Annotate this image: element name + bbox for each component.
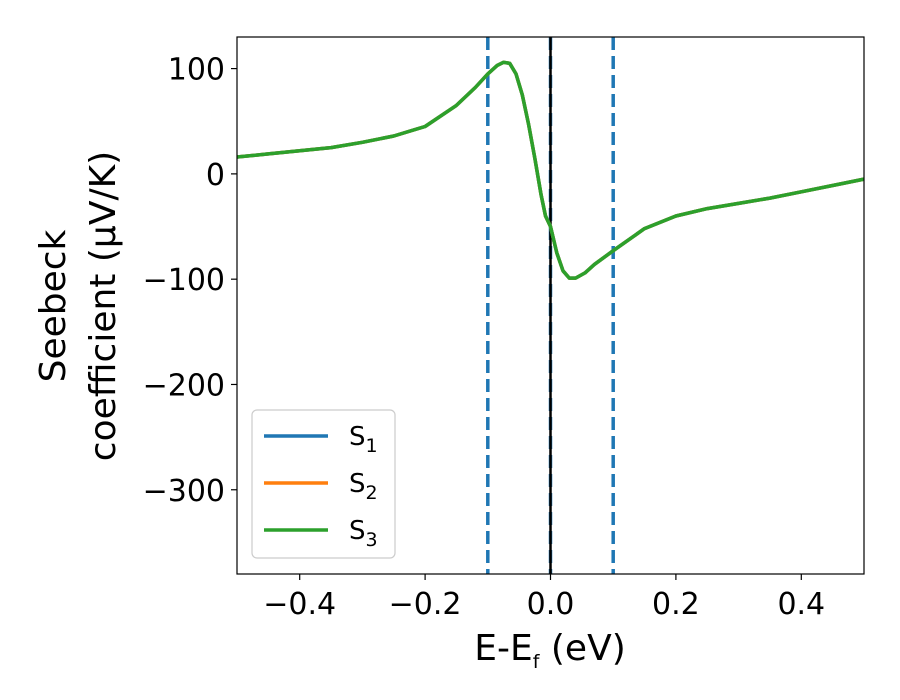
series-line-S3 xyxy=(236,60,865,280)
legend-label-S3: S3 xyxy=(349,516,378,551)
y-tick-label: −300 xyxy=(143,474,225,509)
y-axis-label-line2: coefficient (μV/K) xyxy=(83,151,124,461)
plot-area xyxy=(236,37,865,574)
x-tick-label: −0.2 xyxy=(389,587,462,622)
legend-label-S2: S2 xyxy=(349,469,378,504)
y-tick-label: 0 xyxy=(206,158,225,193)
x-axis: −0.4 −0.2 0.0 0.2 0.4 xyxy=(263,574,825,622)
x-tick-label: 0.0 xyxy=(527,587,575,622)
x-tick-label: −0.4 xyxy=(263,587,336,622)
y-axis-label-line1: Seebeck xyxy=(33,229,74,382)
x-axis-label: E-Ef (eV) xyxy=(474,628,626,673)
y-axis: 100 0 −100 −200 −300 xyxy=(143,53,237,509)
x-tick-label: 0.2 xyxy=(652,587,700,622)
y-tick-label: 100 xyxy=(168,53,225,88)
legend-label-S1: S1 xyxy=(349,422,378,457)
y-tick-label: −200 xyxy=(143,368,225,403)
legend: S1 S2 S3 xyxy=(251,409,396,559)
x-tick-label: 0.4 xyxy=(777,587,825,622)
y-tick-label: −100 xyxy=(143,263,225,298)
